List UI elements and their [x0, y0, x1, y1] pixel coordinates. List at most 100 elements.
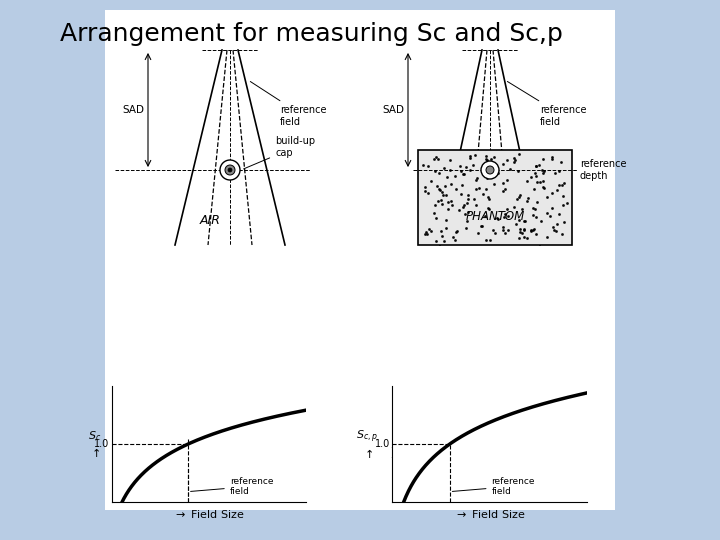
Point — [537, 155, 549, 164]
Y-axis label: $S_c$
$\uparrow$: $S_c$ $\uparrow$ — [89, 430, 102, 458]
Point — [501, 176, 513, 185]
Point — [441, 172, 453, 181]
Text: A: A — [115, 447, 126, 461]
Point — [471, 174, 482, 183]
Point — [480, 211, 491, 220]
Point — [549, 168, 560, 177]
Point — [535, 217, 546, 225]
Point — [553, 166, 564, 175]
Point — [430, 153, 441, 161]
Point — [544, 211, 555, 220]
Point — [537, 169, 549, 178]
Point — [437, 187, 449, 196]
Point — [442, 205, 454, 214]
Point — [526, 227, 537, 236]
Text: reference
field: reference field — [452, 477, 535, 496]
Point — [438, 164, 450, 172]
Point — [432, 196, 444, 205]
Point — [470, 185, 482, 193]
Point — [499, 210, 510, 219]
Point — [459, 201, 470, 210]
Point — [504, 164, 516, 173]
Point — [538, 167, 549, 176]
Point — [553, 181, 564, 190]
Point — [470, 200, 482, 209]
Text: AIR: AIR — [199, 214, 220, 227]
Point — [461, 217, 472, 226]
X-axis label: $\rightarrow$ Field Size: $\rightarrow$ Field Size — [173, 508, 245, 520]
Point — [513, 193, 524, 201]
Point — [477, 190, 488, 199]
Point — [480, 185, 492, 194]
Bar — [418, 150, 572, 245]
Point — [435, 196, 446, 205]
Point — [516, 204, 528, 213]
Point — [519, 217, 531, 225]
Point — [442, 197, 454, 206]
Point — [546, 154, 558, 163]
Point — [484, 205, 495, 213]
Point — [497, 223, 508, 232]
Point — [446, 200, 457, 209]
Point — [429, 201, 441, 210]
Point — [527, 226, 539, 234]
Point — [431, 214, 442, 222]
Point — [480, 236, 492, 245]
Circle shape — [225, 165, 235, 175]
Point — [450, 227, 462, 236]
Point — [429, 166, 441, 175]
Point — [529, 204, 541, 213]
Point — [556, 229, 567, 238]
Point — [531, 177, 543, 186]
Point — [485, 168, 497, 177]
Point — [523, 194, 534, 202]
Point — [481, 174, 492, 183]
Point — [514, 228, 526, 237]
Circle shape — [228, 168, 232, 172]
Point — [449, 172, 461, 180]
Point — [480, 151, 492, 160]
Circle shape — [486, 166, 494, 174]
Point — [499, 228, 510, 237]
Point — [498, 179, 509, 188]
Point — [518, 217, 530, 226]
Point — [514, 191, 526, 200]
Point — [445, 156, 456, 164]
Point — [433, 185, 444, 193]
Point — [457, 202, 469, 211]
Point — [461, 224, 472, 233]
Point — [492, 214, 503, 222]
Point — [513, 150, 524, 159]
Point — [486, 168, 498, 177]
Point — [531, 162, 542, 171]
Point — [460, 163, 472, 171]
Point — [480, 164, 492, 172]
Point — [557, 200, 569, 209]
Point — [552, 186, 563, 194]
Point — [492, 215, 504, 224]
Point — [530, 171, 541, 180]
Text: 1.0: 1.0 — [94, 439, 109, 449]
Point — [464, 153, 476, 162]
Point — [422, 230, 433, 239]
Point — [521, 177, 533, 185]
Point — [468, 194, 480, 203]
Circle shape — [220, 160, 240, 180]
Point — [482, 193, 493, 201]
Point — [485, 164, 497, 173]
Point — [420, 227, 432, 236]
Point — [459, 210, 471, 218]
Point — [546, 188, 558, 197]
Point — [454, 162, 466, 171]
Point — [445, 197, 456, 206]
Point — [462, 198, 473, 207]
Point — [530, 161, 541, 170]
Point — [527, 204, 539, 213]
Text: reference
field: reference field — [508, 82, 587, 126]
Point — [469, 151, 480, 159]
Point — [531, 197, 543, 206]
Point — [440, 224, 451, 232]
Point — [513, 215, 525, 224]
Point — [480, 154, 491, 163]
Point — [451, 185, 462, 194]
